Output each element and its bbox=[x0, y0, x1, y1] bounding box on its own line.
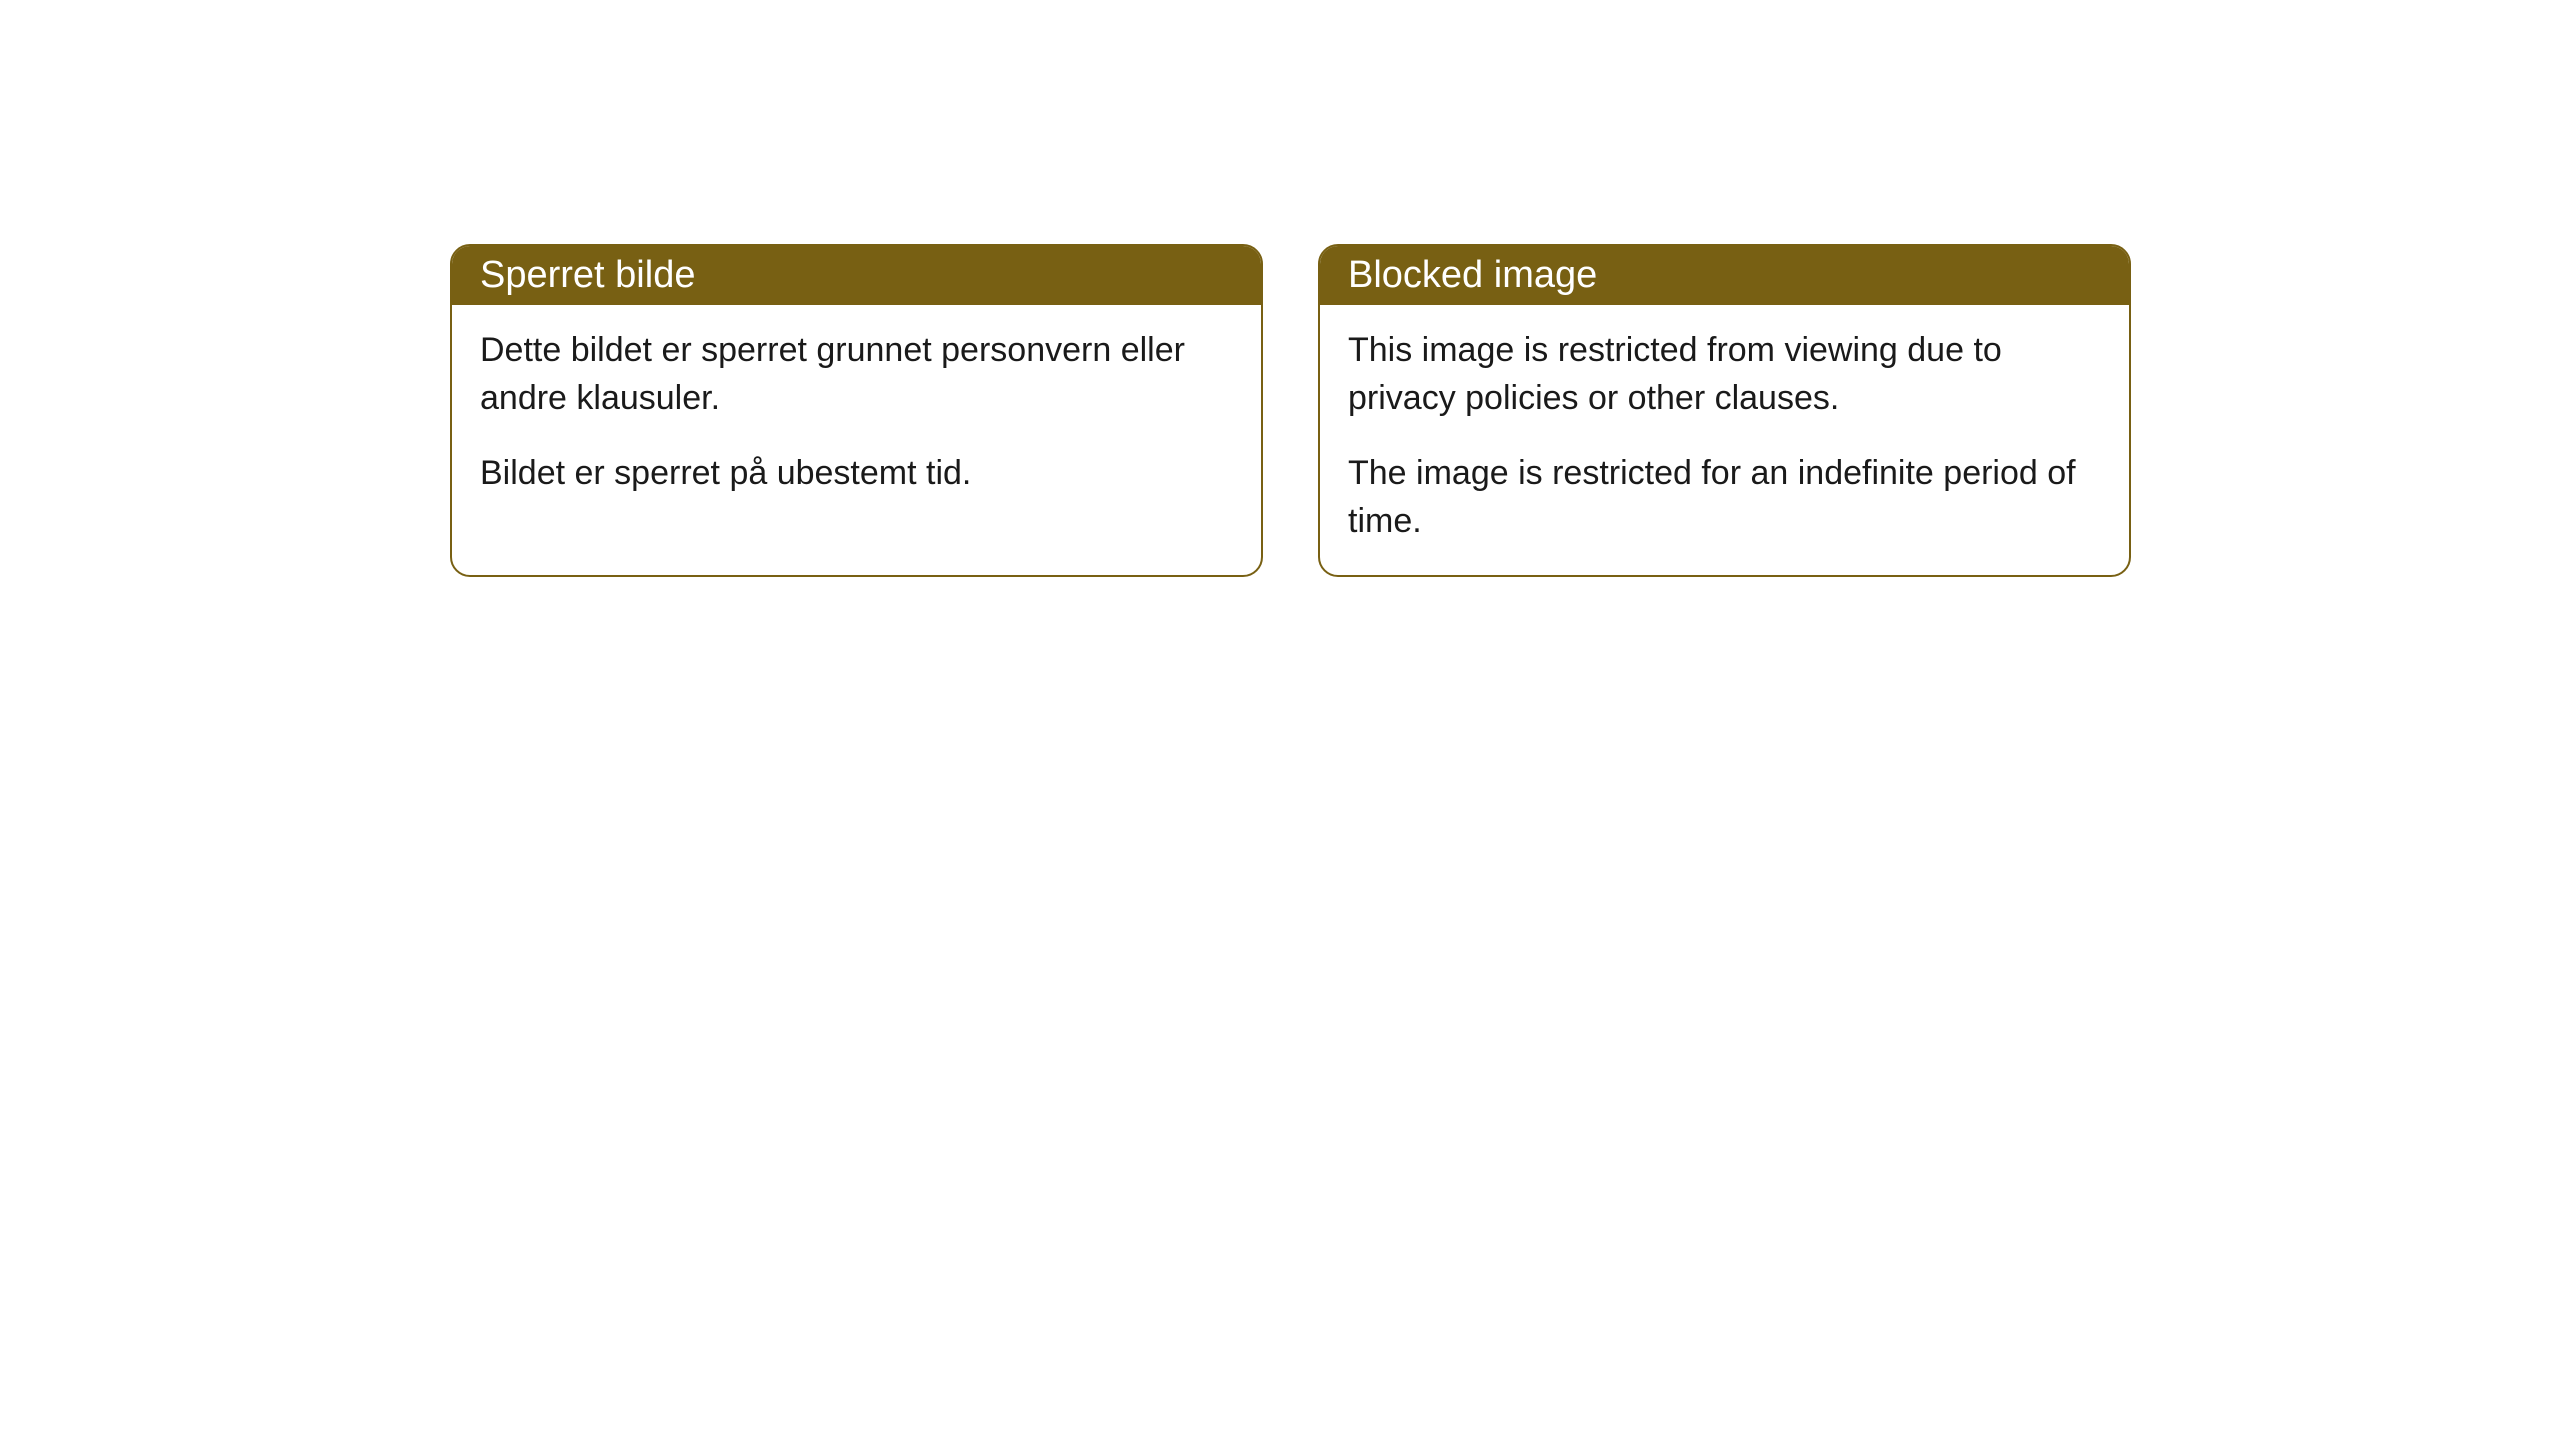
card-header: Blocked image bbox=[1320, 246, 2129, 305]
notice-cards-container: Sperret bilde Dette bildet er sperret gr… bbox=[450, 244, 2131, 577]
card-body: Dette bildet er sperret grunnet personve… bbox=[452, 305, 1261, 528]
notice-card-english: Blocked image This image is restricted f… bbox=[1318, 244, 2131, 577]
notice-card-norwegian: Sperret bilde Dette bildet er sperret gr… bbox=[450, 244, 1263, 577]
card-paragraph: The image is restricted for an indefinit… bbox=[1348, 450, 2101, 545]
card-header: Sperret bilde bbox=[452, 246, 1261, 305]
card-paragraph: This image is restricted from viewing du… bbox=[1348, 327, 2101, 422]
card-paragraph: Bildet er sperret på ubestemt tid. bbox=[480, 450, 1233, 498]
card-title: Sperret bilde bbox=[480, 254, 695, 296]
card-paragraph: Dette bildet er sperret grunnet personve… bbox=[480, 327, 1233, 422]
card-body: This image is restricted from viewing du… bbox=[1320, 305, 2129, 575]
card-title: Blocked image bbox=[1348, 254, 1597, 296]
